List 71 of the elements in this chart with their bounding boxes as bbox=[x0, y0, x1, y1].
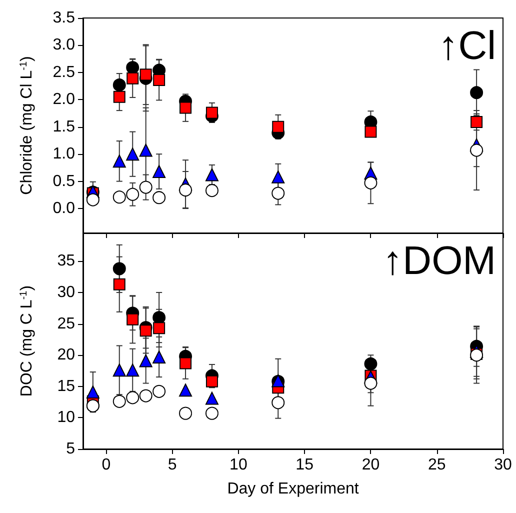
point bbox=[206, 375, 218, 388]
point bbox=[364, 376, 378, 390]
point bbox=[112, 364, 126, 377]
point bbox=[470, 144, 484, 157]
point bbox=[140, 324, 152, 337]
point bbox=[364, 357, 378, 370]
y-tick-label: 1.0 bbox=[52, 146, 76, 163]
point bbox=[205, 184, 218, 198]
point bbox=[272, 396, 285, 410]
x-tick-label: 25 bbox=[428, 456, 446, 474]
x-tick-label: 5 bbox=[168, 456, 177, 474]
y-axis-title: DOC (mg C L-1) bbox=[18, 285, 36, 397]
y-tick-label: 10 bbox=[57, 409, 76, 426]
point bbox=[272, 186, 285, 200]
y-tick-label: 1.5 bbox=[52, 118, 76, 136]
x-axis-title: Day of Experiment bbox=[227, 480, 360, 498]
y-tick-label: 20 bbox=[57, 346, 76, 364]
point bbox=[126, 72, 139, 84]
point bbox=[180, 357, 192, 370]
y-tick-label: 0.5 bbox=[52, 172, 76, 190]
y-axis-title: Chloride (mg Cl L-1) bbox=[18, 56, 36, 195]
y-tick-label: 5 bbox=[66, 440, 76, 458]
y-tick-label: 2.5 bbox=[52, 64, 76, 81]
annotation: ↑Cl bbox=[438, 24, 496, 68]
point bbox=[113, 90, 126, 103]
point bbox=[206, 106, 218, 119]
point bbox=[153, 322, 166, 334]
point bbox=[152, 164, 166, 178]
point bbox=[112, 78, 126, 92]
point bbox=[179, 184, 192, 196]
point bbox=[180, 102, 192, 114]
point bbox=[153, 74, 166, 86]
y-tick-label: 3.0 bbox=[52, 36, 76, 54]
point bbox=[272, 120, 284, 133]
point bbox=[152, 191, 166, 204]
point bbox=[139, 180, 152, 194]
y-tick-label: 35 bbox=[57, 252, 76, 270]
point bbox=[126, 364, 140, 377]
point bbox=[152, 350, 166, 364]
point bbox=[205, 168, 218, 182]
x-tick-label: 30 bbox=[494, 456, 512, 474]
point bbox=[112, 262, 126, 276]
point bbox=[139, 354, 152, 368]
point bbox=[272, 170, 285, 184]
x-tick-label: 0 bbox=[102, 456, 111, 474]
point bbox=[86, 386, 100, 399]
point bbox=[86, 193, 100, 206]
point bbox=[364, 126, 377, 138]
point bbox=[470, 86, 484, 100]
point bbox=[126, 148, 140, 161]
annotation: ↑DOM bbox=[382, 239, 496, 283]
point bbox=[113, 278, 126, 290]
x-tick-label: 20 bbox=[362, 456, 380, 474]
y-tick-label: 0.0 bbox=[52, 200, 76, 218]
y-tick-label: 30 bbox=[57, 284, 76, 301]
point bbox=[126, 313, 139, 326]
point bbox=[179, 384, 192, 397]
point bbox=[205, 392, 218, 405]
x-tick-label: 15 bbox=[296, 456, 314, 474]
point bbox=[139, 144, 152, 157]
point bbox=[364, 176, 378, 190]
point bbox=[140, 68, 152, 81]
y-tick-label: 25 bbox=[57, 315, 76, 332]
y-tick-label: 2.0 bbox=[52, 91, 76, 108]
y-tick-label: 3.5 bbox=[52, 10, 76, 26]
point bbox=[152, 311, 166, 324]
point bbox=[470, 116, 483, 128]
y-tick-label: 15 bbox=[57, 378, 76, 395]
point bbox=[112, 154, 126, 168]
x-tick-label: 10 bbox=[230, 456, 248, 474]
point bbox=[126, 61, 140, 74]
